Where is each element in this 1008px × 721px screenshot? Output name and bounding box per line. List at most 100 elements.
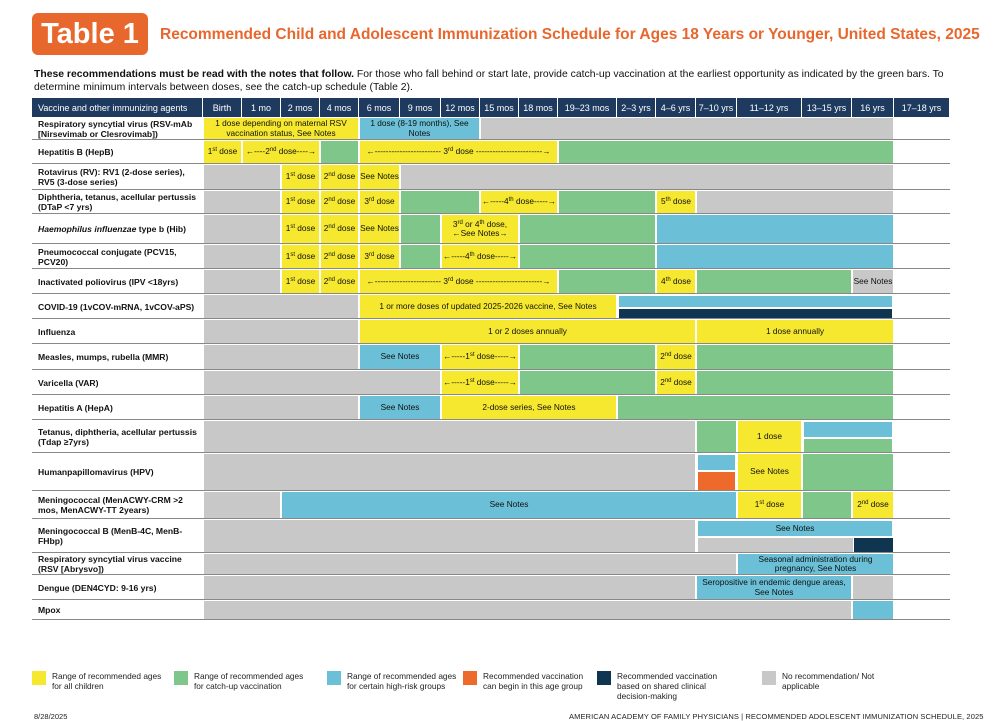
schedule-bar: 1 dose annually <box>696 319 894 344</box>
schedule-bar <box>617 395 894 420</box>
vaccine-name: Mpox <box>32 600 203 620</box>
table-badge: Table 1 <box>32 13 148 55</box>
schedule-bar: See Notes <box>737 453 802 491</box>
schedule-bar <box>558 140 894 164</box>
schedule-bar <box>802 453 894 491</box>
row-divider <box>32 243 950 244</box>
schedule-bar: 1 dose depending on maternal RSV vaccina… <box>203 117 359 140</box>
schedule-bar: See Notes <box>359 214 400 244</box>
schedule-bar: See Notes <box>359 164 400 190</box>
header-age-12: 4–6 yrs <box>656 98 696 117</box>
schedule-bar <box>480 117 894 140</box>
row-divider <box>32 419 950 420</box>
schedule-bar: ←-----4th dose-----→ <box>480 190 558 214</box>
schedule-bar: Seropositive in endemic dengue areas, Se… <box>696 575 852 600</box>
page-title: Recommended Child and Adolescent Immuniz… <box>160 26 980 43</box>
schedule-bar: Seasonal administration during pregnancy… <box>737 553 894 575</box>
schedule-bar <box>203 190 281 214</box>
bar-label: 1st dose <box>207 146 238 157</box>
schedule-bar: 3rd dose <box>359 244 400 269</box>
vaccine-name: Humanpapillomavirus (HPV) <box>32 453 203 491</box>
bar-label: 1st dose <box>285 223 316 234</box>
bar-label: 2nd dose <box>660 351 692 362</box>
legend-label: Recommended vaccination can begin in thi… <box>483 671 584 691</box>
header-age-2: 1 mo <box>242 98 281 117</box>
bar-label: 1st dose <box>285 196 316 207</box>
bar-label: Seasonal administration during pregnancy… <box>758 553 873 573</box>
schedule-bar <box>203 344 359 370</box>
schedule-bar <box>696 420 737 453</box>
schedule-bar: See Notes <box>359 344 441 370</box>
legend-swatch <box>174 671 188 685</box>
schedule-bar <box>852 600 894 620</box>
schedule-bar <box>203 294 359 319</box>
schedule-bar <box>656 244 894 269</box>
legend-item: Recommended vaccination can begin in thi… <box>463 671 593 691</box>
schedule-table: Vaccine and other immunizing agents Birth… <box>32 98 950 660</box>
bar-label: ←-----1st dose-----→ <box>443 376 517 387</box>
schedule-bar <box>696 269 852 294</box>
schedule-bar-part <box>803 438 893 452</box>
bar-label: See Notes <box>380 401 420 412</box>
header-age-5: 6 mos <box>359 98 400 117</box>
schedule-bar: 1 dose <box>737 420 802 453</box>
vaccine-name: Rotavirus (RV): RV1 (2-dose series), RV5… <box>32 164 203 190</box>
header-age-10: 19–23 mos <box>558 98 617 117</box>
header-age-6: 9 mos <box>400 98 441 117</box>
bar-label: ←------------------------ 3rd dose -----… <box>366 146 551 157</box>
bar-label: See Notes <box>380 351 420 362</box>
schedule-bar <box>519 244 656 269</box>
schedule-bar <box>802 420 894 453</box>
schedule-bar <box>696 453 737 491</box>
schedule-bar: 4th dose <box>656 269 696 294</box>
vaccine-name: Hepatitis B (HepB) <box>32 140 203 164</box>
schedule-bar <box>203 575 696 600</box>
schedule-bar: ←-----4th dose-----→ <box>441 244 519 269</box>
bar-label: See Notes <box>489 499 529 510</box>
vaccine-name-rest: type b (Hib) <box>136 224 187 234</box>
schedule-bar <box>400 190 480 214</box>
row-divider <box>32 163 950 164</box>
schedule-bar: 1st dose <box>281 269 320 294</box>
schedule-bar <box>656 214 894 244</box>
bar-label: ←-----1st dose-----→ <box>443 351 517 362</box>
bar-label: 3rd or 4th dose, ←See Notes→ <box>452 218 508 238</box>
vaccine-name: Tetanus, diphtheria, acellular pertussis… <box>32 420 203 453</box>
legend-item: Recommended vaccination based on shared … <box>597 671 727 701</box>
footer-text: AMERICAN ACADEMY OF FAMILY PHYSICIANS | … <box>569 712 984 721</box>
schedule-bar: 1st dose <box>281 164 320 190</box>
row-divider <box>32 599 950 600</box>
schedule-bar <box>558 269 656 294</box>
bar-label: 1 dose annually <box>765 325 825 336</box>
bar-label: 2nd dose <box>323 250 356 261</box>
bar-label: 1 or more doses of updated 2025-2026 vac… <box>379 300 597 311</box>
bar-label: 1st dose <box>285 275 316 286</box>
row-divider <box>32 552 950 553</box>
schedule-bar <box>320 140 359 164</box>
header-age-7: 12 mos <box>441 98 480 117</box>
schedule-bar <box>203 395 359 420</box>
bar-label: ←----2nd dose----→ <box>245 146 317 157</box>
schedule-bar <box>617 294 894 319</box>
header-age-9: 18 mos <box>519 98 558 117</box>
vaccine-name: Inactivated poliovirus (IPV <18yrs) <box>32 269 203 294</box>
vaccine-name: Diphtheria, tetanus, acellular pertussis… <box>32 190 203 214</box>
notice-rest: For those who fall behind or start late,… <box>34 69 944 93</box>
vaccine-name: Hepatitis A (HepA) <box>32 395 203 420</box>
schedule-bar-part <box>618 308 893 318</box>
schedule-bar: See Notes <box>359 395 441 420</box>
schedule-bar: 1st dose <box>281 214 320 244</box>
schedule-bar: 2nd dose <box>320 269 359 294</box>
bar-label: 1 dose <box>757 430 782 441</box>
schedule-bar: 2nd dose <box>656 344 696 370</box>
schedule-bar: 2nd dose <box>852 491 894 519</box>
vaccine-name: Meningococcal (MenACWY-CRM >2 mos, MenAC… <box>32 491 203 519</box>
row-divider <box>32 139 950 140</box>
bar-label: ←------------------------ 3rd dose -----… <box>366 275 551 286</box>
schedule-bar <box>203 269 281 294</box>
bar-label: 2nd dose <box>323 275 356 286</box>
legend-item: Range of recommended ages for catch-up v… <box>174 671 304 691</box>
schedule-bar <box>696 190 894 214</box>
row-divider <box>32 452 950 453</box>
notice-text: These recommendations must be read with … <box>34 68 954 94</box>
